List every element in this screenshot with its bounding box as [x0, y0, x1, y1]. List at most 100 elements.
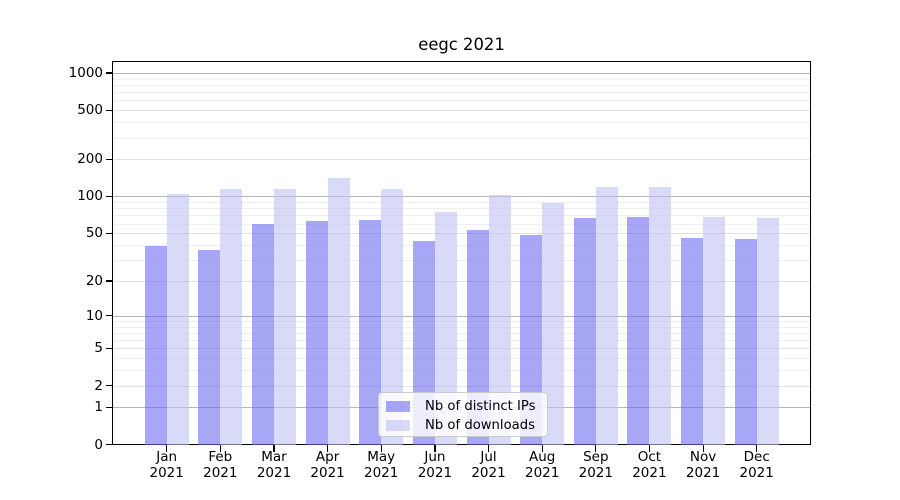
- x-tick-label: Nov 2021: [685, 449, 721, 481]
- y-tick-label: 1000: [68, 64, 103, 81]
- y-tick-label: 1: [94, 399, 103, 416]
- gridline-minor: [112, 100, 811, 102]
- bar-downloads: [220, 189, 243, 445]
- y-tick-mark: [105, 347, 113, 349]
- gridline: [112, 315, 811, 317]
- x-tick-mark: [166, 444, 168, 452]
- bar-distinct-ips: [198, 250, 221, 445]
- y-tick-label: 500: [77, 102, 103, 119]
- gridline: [112, 159, 811, 161]
- y-tick-label: 100: [77, 188, 103, 205]
- gridline: [112, 233, 811, 235]
- x-tick-mark: [648, 444, 651, 452]
- x-tick-mark: [219, 444, 221, 452]
- gridline-minor: [112, 332, 811, 334]
- gridline-minor: [112, 92, 811, 94]
- bar-distinct-ips: [681, 237, 704, 445]
- y-tick-mark: [105, 72, 113, 74]
- bar-downloads: [756, 217, 779, 445]
- y-tick-mark: [105, 385, 113, 387]
- x-tick-label: Oct 2021: [632, 449, 667, 481]
- bar-distinct-ips: [252, 224, 274, 445]
- gridline-minor: [112, 244, 811, 246]
- x-tick-label: Dec 2021: [739, 449, 774, 481]
- gridline-minor: [112, 208, 811, 210]
- gridline-minor: [112, 122, 811, 124]
- gridline-minor: [112, 78, 811, 80]
- gridline: [112, 110, 811, 112]
- bar-distinct-ips: [305, 220, 328, 445]
- y-tick-mark: [105, 280, 113, 282]
- x-tick-mark: [702, 444, 704, 452]
- y-tick-mark: [105, 109, 113, 111]
- bar-distinct-ips: [627, 216, 650, 445]
- y-tick-label: 50: [85, 225, 103, 242]
- x-tick-mark: [595, 444, 597, 452]
- legend-swatch-downloads: [386, 420, 410, 431]
- gridline-minor: [112, 320, 811, 322]
- bar-downloads: [595, 186, 618, 445]
- gridline-minor: [112, 202, 811, 203]
- gridline-minor: [112, 215, 811, 217]
- y-tick-label: 5: [94, 340, 103, 357]
- bar-downloads: [274, 188, 296, 445]
- x-tick-mark: [756, 444, 758, 452]
- x-tick-mark: [434, 444, 436, 452]
- gridline: [112, 72, 811, 74]
- bar-distinct-ips: [734, 238, 757, 445]
- x-tick-mark: [273, 444, 275, 452]
- legend-swatch-distinct-ips: [386, 401, 410, 412]
- gridline: [112, 280, 811, 282]
- bar-distinct-ips: [466, 230, 489, 445]
- x-tick-label: Sep 2021: [578, 449, 613, 481]
- x-tick-mark: [487, 444, 490, 452]
- legend-label-downloads: Nb of downloads: [425, 418, 535, 433]
- legend: Nb of distinct IPs Nb of downloads: [378, 392, 548, 437]
- y-tick-mark: [105, 195, 113, 198]
- bar-downloads: [488, 194, 511, 445]
- x-tick-label: Jan 2021: [149, 449, 184, 481]
- y-tick-mark: [105, 406, 113, 409]
- x-tick-mark: [380, 444, 382, 452]
- x-tick-label: Feb 2021: [203, 449, 238, 481]
- y-tick-label: 20: [85, 272, 103, 289]
- bar-distinct-ips: [144, 246, 167, 445]
- x-tick-mark: [541, 444, 543, 452]
- y-tick-mark: [105, 232, 113, 234]
- x-tick-label: Apr 2021: [310, 449, 345, 481]
- bar-downloads: [327, 177, 350, 445]
- gridline-minor: [112, 259, 811, 261]
- y-tick-label: 2: [94, 377, 103, 394]
- gridline-minor: [112, 223, 811, 225]
- gridline-minor: [112, 358, 811, 360]
- y-tick-mark: [105, 158, 113, 160]
- bar-downloads: [542, 203, 565, 445]
- x-tick-label: Aug 2021: [525, 449, 560, 481]
- gridline-minor: [112, 84, 811, 86]
- bar-downloads: [166, 193, 189, 445]
- gridline-minor: [112, 137, 811, 139]
- x-tick-mark: [327, 444, 329, 452]
- x-tick-label: May 2021: [364, 449, 399, 481]
- bar-downloads: [434, 211, 457, 445]
- gridline-minor: [112, 370, 811, 372]
- bar-downloads: [381, 188, 404, 445]
- chart-title: eegc 2021: [418, 35, 505, 54]
- gridline: [112, 196, 811, 198]
- y-tick-label: 0: [94, 436, 103, 453]
- x-tick-label: Jul 2021: [471, 449, 506, 481]
- gridline: [112, 348, 811, 350]
- bar-downloads: [649, 186, 672, 445]
- y-tick-mark: [105, 444, 113, 446]
- gridline-minor: [112, 340, 811, 341]
- x-tick-label: Mar 2021: [256, 449, 292, 481]
- legend-row-downloads: Nb of downloads: [386, 417, 547, 434]
- bar-distinct-ips: [573, 218, 596, 445]
- gridline-minor: [112, 326, 811, 328]
- x-tick-label: Jun 2021: [417, 449, 453, 481]
- legend-row-distinct-ips: Nb of distinct IPs: [386, 398, 547, 415]
- bar-downloads: [703, 216, 726, 445]
- gridline: [112, 385, 811, 387]
- y-tick-label: 200: [77, 151, 103, 168]
